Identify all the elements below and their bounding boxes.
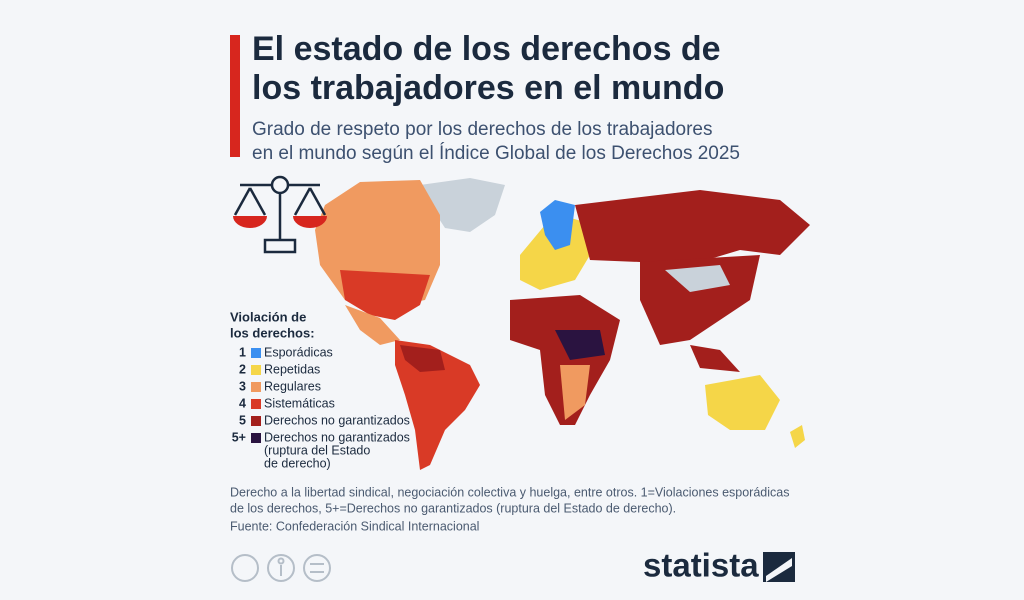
legend-swatch bbox=[251, 433, 261, 443]
subtitle-line: en el mundo según el Índice Global de lo… bbox=[252, 143, 740, 164]
legend-label: de derecho) bbox=[264, 456, 331, 470]
note-line: de los derechos, 5+=Derechos no garantiz… bbox=[230, 501, 676, 515]
legend-title: los derechos: bbox=[230, 325, 315, 340]
brand: statista bbox=[643, 547, 759, 584]
scale-icon bbox=[233, 175, 327, 254]
legend-code: 5+ bbox=[232, 430, 246, 444]
license-icons bbox=[231, 554, 331, 582]
legend-swatch bbox=[251, 365, 261, 375]
legend-label: Repetidas bbox=[264, 362, 320, 376]
map bbox=[315, 178, 810, 470]
title-line: los trabajadores en el mundo bbox=[252, 69, 724, 107]
note-line: Derecho a la libertad sindical, negociac… bbox=[230, 485, 789, 499]
legend-swatch bbox=[251, 348, 261, 358]
legend-title: Violación de bbox=[230, 309, 306, 324]
legend-swatch bbox=[251, 416, 261, 426]
legend-swatch bbox=[251, 399, 261, 409]
legend-code: 1 bbox=[239, 345, 246, 359]
legend-label: Sistemáticas bbox=[264, 396, 335, 410]
accent-bar bbox=[230, 35, 240, 157]
legend-swatch bbox=[251, 382, 261, 392]
legend-code: 2 bbox=[239, 362, 246, 376]
legend-label: Regulares bbox=[264, 379, 321, 393]
brand-logo bbox=[763, 552, 795, 582]
legend-code: 5 bbox=[239, 413, 246, 427]
legend-label: Esporádicas bbox=[264, 345, 333, 359]
legend-code: 4 bbox=[239, 396, 246, 410]
title-line: El estado de los derechos de bbox=[252, 30, 721, 68]
legend-label: (ruptura del Estado bbox=[264, 443, 370, 457]
legend-label: Derechos no garantizados bbox=[264, 413, 410, 427]
legend: 1 Esporádicas 2 Repetidas 3 Regulares 4 Sistemá… bbox=[232, 345, 410, 470]
subtitle-line: Grado de respeto por los derechos de los… bbox=[252, 119, 713, 140]
legend-code: 3 bbox=[239, 379, 246, 393]
source: Fuente: Confederación Sindical Internaci… bbox=[230, 519, 479, 533]
legend-label: Derechos no garantizados bbox=[264, 430, 410, 444]
